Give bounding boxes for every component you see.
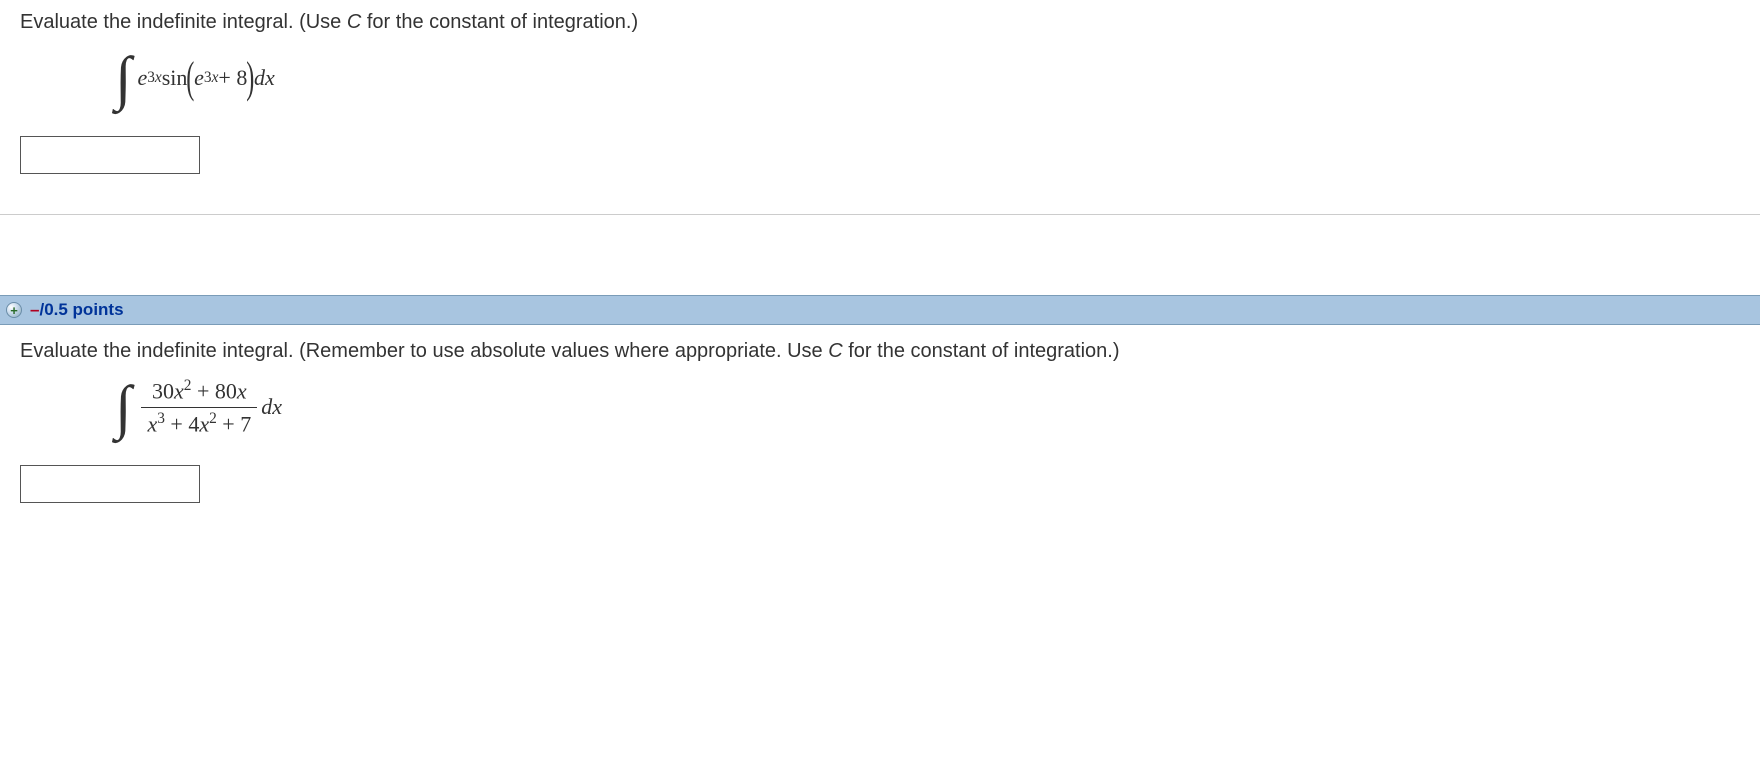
den-e3: 3: [157, 410, 165, 427]
integral-sign-icon: ∫: [115, 48, 131, 108]
den-x3: x: [147, 411, 157, 436]
integral-sign-icon-2: ∫: [115, 377, 131, 437]
q2-prompt-part2: for the constant of integration.): [843, 340, 1120, 362]
den-plus4: + 4: [165, 411, 199, 436]
exp1-num: 3: [147, 69, 155, 87]
exp1-x: x: [155, 69, 162, 87]
q2-prompt-part1: Evaluate the indefinite integral. (Remem…: [20, 340, 828, 362]
points-bar[interactable]: + –/0.5 points: [0, 295, 1760, 325]
den-e2: 2: [209, 410, 217, 427]
num-x2: x: [174, 379, 184, 404]
q1-answer-input[interactable]: [20, 136, 200, 174]
points-text: –/0.5 points: [30, 300, 124, 320]
num-30: 30: [152, 379, 174, 404]
question-2: Evaluate the indefinite integral. (Remem…: [0, 325, 1760, 543]
exp2-num: 3: [204, 69, 212, 87]
q1-integrand: e3xsin(e3x + 8) dx: [137, 65, 274, 91]
denominator: x3 + 4x2 + 7: [141, 407, 257, 437]
den-plus7: + 7: [217, 411, 251, 436]
constant-c-2: C: [828, 340, 842, 362]
q1-integral: ∫ e3xsin(e3x + 8) dx: [115, 48, 1740, 108]
expand-symbol: +: [10, 304, 18, 317]
sin: sin: [162, 65, 188, 91]
q2-integral: ∫ 30x2 + 80x x3 + 4x2 + 7 dx: [115, 377, 1740, 437]
fraction: 30x2 + 80x x3 + 4x2 + 7: [141, 377, 257, 437]
e1: e: [137, 65, 147, 91]
num-x: x: [237, 379, 247, 404]
points-value: /0.5 points: [39, 300, 123, 319]
question-1: Evaluate the indefinite integral. (Use C…: [0, 0, 1760, 215]
question-1-prompt: Evaluate the indefinite integral. (Use C…: [20, 8, 1740, 36]
num-plus80: + 80: [191, 379, 236, 404]
q2-integrand: 30x2 + 80x x3 + 4x2 + 7 dx: [137, 377, 282, 437]
q1-prompt-part2: for the constant of integration.): [361, 11, 638, 33]
exp2-x: x: [212, 69, 219, 87]
e2: e: [194, 65, 204, 91]
q1-prompt-part1: Evaluate the indefinite integral. (Use: [20, 11, 347, 33]
plus8: + 8: [218, 65, 247, 91]
question-2-prompt: Evaluate the indefinite integral. (Remem…: [20, 337, 1740, 365]
expand-icon[interactable]: +: [6, 302, 22, 318]
numerator: 30x2 + 80x: [146, 377, 253, 406]
q2-answer-input[interactable]: [20, 465, 200, 503]
spacer: [0, 215, 1760, 295]
dx2: dx: [261, 394, 282, 420]
den-x2: x: [199, 411, 209, 436]
constant-c: C: [347, 11, 361, 33]
dx1: dx: [254, 65, 275, 91]
